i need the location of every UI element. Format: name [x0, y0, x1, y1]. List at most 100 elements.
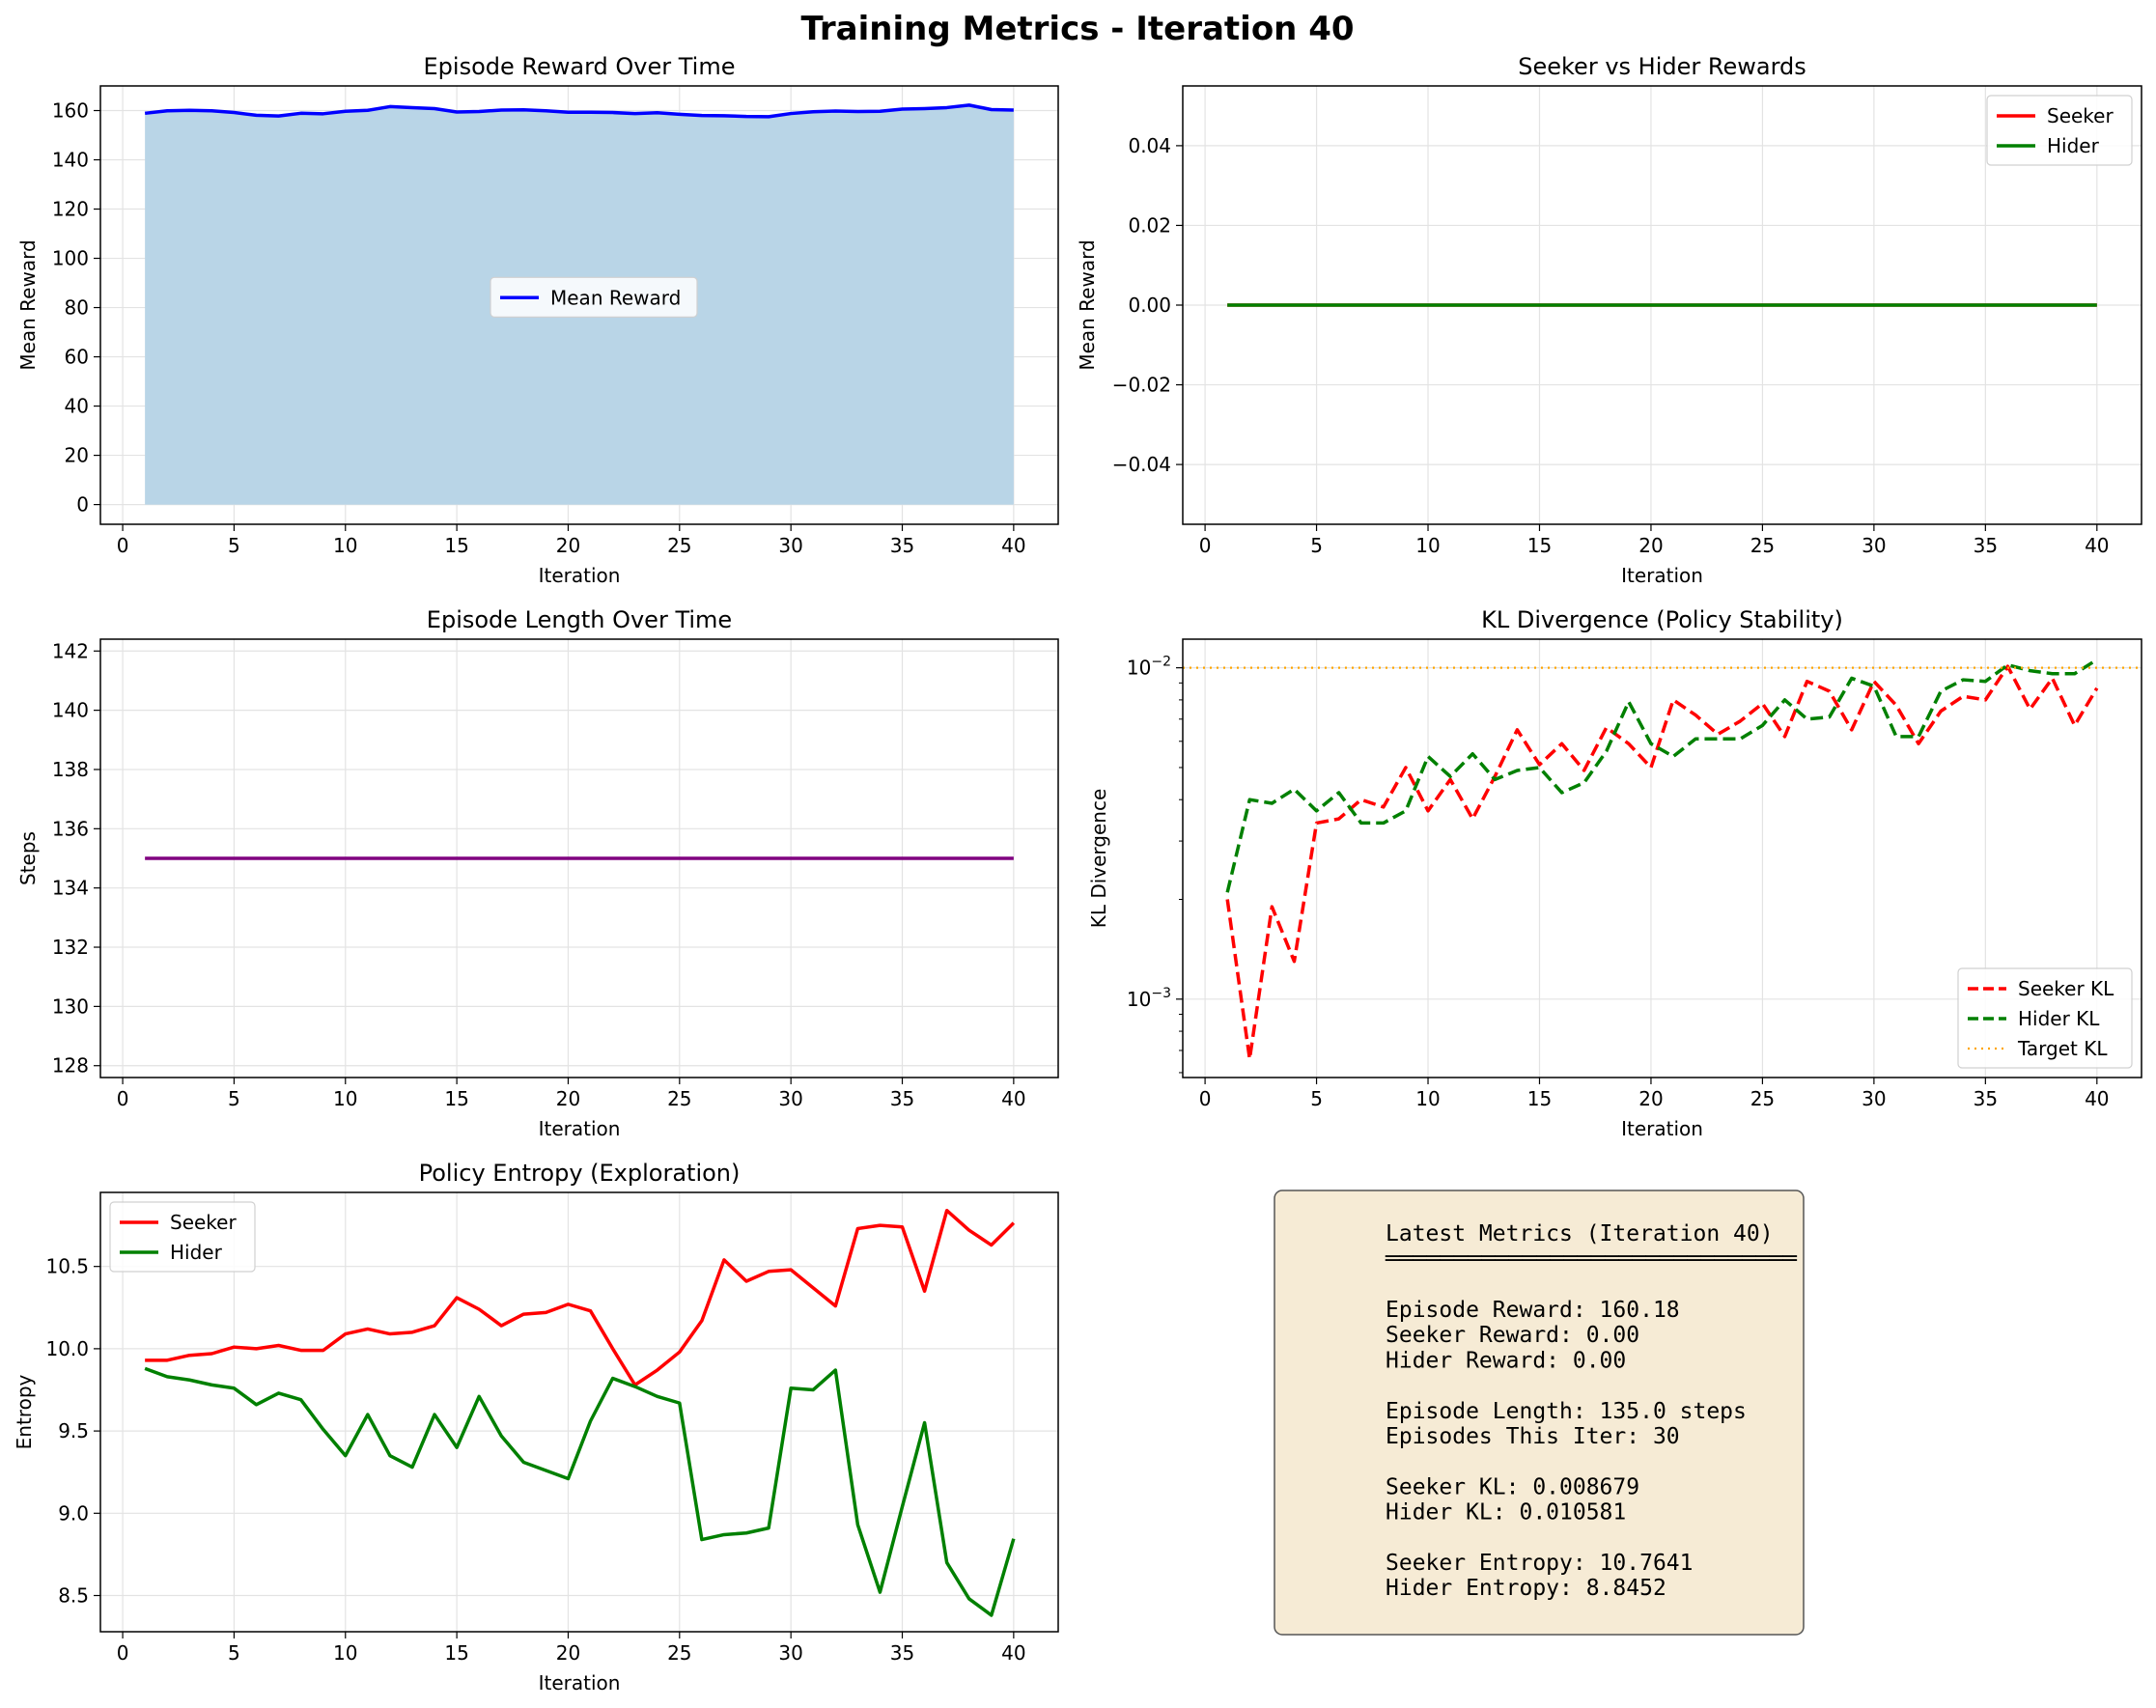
x-tick-label: 0 [117, 1087, 129, 1110]
x-tick-label: 40 [2085, 1087, 2109, 1110]
y-axis-label: KL Divergence [1087, 789, 1110, 929]
x-tick-label: 25 [667, 1087, 691, 1110]
x-tick-label: 20 [556, 1087, 580, 1110]
y-tick-label: 40 [65, 395, 89, 418]
x-tick-label: 0 [117, 1641, 129, 1665]
y-tick-label: 134 [52, 877, 89, 900]
legend: Mean Reward [490, 276, 698, 318]
panels: 0 5 10 15 20 25 30 35 40020406080100120140160Epi… [13, 53, 2142, 1694]
legend-frame [1986, 95, 2133, 166]
x-tick-label: 15 [444, 1087, 468, 1110]
legend-label: Mean Reward [550, 286, 681, 309]
summary-box: Latest Metrics (Iteration 40)═══════════… [1274, 1190, 1805, 1636]
x-tick-label: 35 [890, 1641, 914, 1665]
x-tick-label: 35 [1974, 1087, 1998, 1110]
x-tick-label: 15 [1527, 534, 1552, 557]
legend-label: Hider [170, 1241, 223, 1264]
x-axis-label: Iteration [1621, 1117, 1703, 1140]
y-tick-label: 138 [52, 758, 89, 781]
y-tick-label: 0.04 [1128, 134, 1171, 157]
axes-frame [1182, 638, 2142, 1078]
chart-panel-3: 0 5 10 15 20 25 30 35 40 128 130 132 134 136 138 140 142… [16, 606, 1059, 1140]
legend-label: Seeker [2047, 104, 2114, 127]
summary-line: Hider KL: 0.010581 [1386, 1500, 1626, 1526]
chart-title: Seeker vs Hider Rewards [1518, 53, 1806, 80]
y-tick-label: 136 [52, 817, 89, 840]
x-tick-label: 30 [778, 534, 802, 557]
plot-area [144, 1209, 1016, 1617]
y-tick-label: 10−3 [1127, 986, 1171, 1011]
axes-frame [99, 85, 1059, 525]
summary-line: Episode Length: 135.0 steps [1386, 1399, 1747, 1424]
series-line-seeker-kl [1225, 664, 2099, 1061]
y-tick-label: 142 [52, 639, 89, 662]
x-tick-label: 25 [1750, 534, 1775, 557]
y-tick-label: 80 [65, 296, 89, 320]
x-tick-label: 25 [1750, 1087, 1775, 1110]
y-tick-label: 140 [52, 149, 89, 172]
x-tick-label: 35 [890, 1087, 914, 1110]
y-axis-label: Steps [16, 831, 40, 885]
x-tick-label: 35 [1974, 534, 1998, 557]
summary-line: Seeker Reward: 0.00 [1386, 1323, 1639, 1348]
chart-title: Episode Length Over Time [427, 606, 732, 633]
x-tick-label: 5 [228, 1087, 240, 1110]
series-line-mean-reward [144, 103, 1014, 119]
legend-label: Hider [2047, 134, 2100, 157]
summary-rule: ══════════════════════════════ [1385, 1246, 1798, 1272]
x-tick-label: 10 [333, 534, 357, 557]
chart-title: Episode Reward Over Time [424, 53, 736, 80]
summary-line: Episodes This Iter: 30 [1386, 1424, 1680, 1449]
y-tick-label: 140 [52, 699, 89, 722]
y-axis-label: Entropy [13, 1374, 36, 1449]
x-tick-label: 40 [2085, 534, 2109, 557]
series-line-hider [144, 1366, 1016, 1617]
y-tick-label: 10.0 [45, 1337, 89, 1360]
y-tick-label: 0.02 [1128, 213, 1171, 237]
y-tick-label: 10−2 [1127, 655, 1171, 680]
summary-line: Seeker KL: 0.008679 [1386, 1474, 1639, 1499]
chart-panel-2: 0 5 10 15 20 25 30 35 40 −0.04 −0.02 0.00 0.02 0.04 Se… [1076, 53, 2142, 587]
legend-label: Seeker KL [2018, 977, 2114, 1000]
x-tick-label: 20 [1638, 534, 1663, 557]
x-tick-label: 30 [1862, 1087, 1886, 1110]
legend-frame [1957, 967, 2133, 1069]
x-tick-label: 30 [1862, 534, 1886, 557]
y-tick-label: −0.02 [1112, 374, 1171, 397]
series-line-seeker [145, 1209, 1016, 1387]
x-axis-label: Iteration [539, 1117, 621, 1140]
x-tick-label: 15 [444, 1641, 468, 1665]
legend-frame [109, 1201, 256, 1273]
x-tick-label: 15 [1527, 1087, 1552, 1110]
plot-area [1183, 658, 2142, 1061]
chart-panel-4: 0 5 10 15 20 25 30 35 40 10−3 10−2 KL Divergence (P… [1087, 606, 2142, 1140]
legend-label: Target KL [2017, 1037, 2108, 1060]
chart-panel-5: 0 5 10 15 20 25 30 35 40 8.5 9.0 9.5 10.0 10.5 Policy … [13, 1160, 1059, 1694]
y-axis-label: Mean Reward [1076, 239, 1099, 370]
y-axis-label: Mean Reward [16, 239, 40, 370]
x-tick-label: 40 [1001, 534, 1025, 557]
x-tick-label: 30 [778, 1087, 802, 1110]
y-tick-label: 9.0 [58, 1501, 89, 1525]
y-tick-label: 130 [52, 994, 89, 1018]
x-axis-label: Iteration [539, 1671, 621, 1694]
chart-panel-1: 0 5 10 15 20 25 30 35 40 0 20 40 60 80 100 120 140 160 Epi… [16, 53, 1059, 587]
y-tick-label: 10.5 [45, 1255, 89, 1278]
summary-frame [1274, 1190, 1805, 1636]
summary-line: Episode Reward: 160.18 [1386, 1298, 1680, 1323]
chart-title: Policy Entropy (Exploration) [419, 1160, 741, 1187]
x-tick-label: 25 [667, 1641, 691, 1665]
y-tick-label: 8.5 [58, 1584, 89, 1608]
x-tick-label: 5 [1310, 1087, 1323, 1110]
summary-line: Seeker Entropy: 10.7641 [1386, 1551, 1694, 1576]
y-tick-label: 20 [65, 444, 89, 467]
legend-frame [490, 276, 698, 318]
x-tick-label: 20 [556, 1641, 580, 1665]
x-tick-label: 15 [444, 534, 468, 557]
summary-line: Hider Entropy: 8.8452 [1386, 1576, 1666, 1601]
x-tick-label: 10 [333, 1087, 357, 1110]
y-tick-label: 9.5 [58, 1419, 89, 1442]
x-tick-label: 30 [778, 1641, 802, 1665]
y-tick-label: 120 [52, 198, 89, 221]
